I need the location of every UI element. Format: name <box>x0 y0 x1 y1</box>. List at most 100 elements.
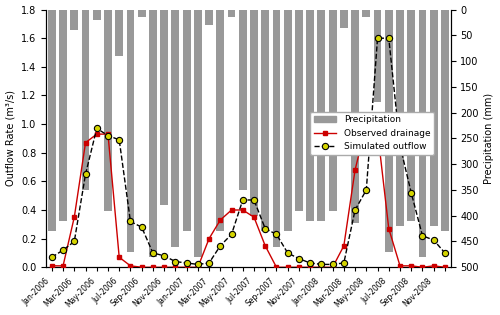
Bar <box>262 9 269 231</box>
Simulated outflow <box>274 232 280 236</box>
Bar <box>340 9 348 28</box>
Y-axis label: Precipitation (mm): Precipitation (mm) <box>484 93 494 184</box>
Bar <box>284 9 292 231</box>
Bar <box>70 9 78 30</box>
Bar <box>418 9 426 257</box>
Simulated outflow <box>307 261 313 265</box>
Simulated outflow <box>184 261 190 265</box>
Simulated outflow <box>161 254 167 258</box>
Simulated outflow <box>364 188 370 192</box>
Bar <box>385 9 392 252</box>
Simulated outflow <box>206 261 212 265</box>
Bar <box>374 9 382 102</box>
Bar <box>328 9 336 210</box>
Simulated outflow <box>195 262 201 266</box>
Line: Simulated outflow: Simulated outflow <box>48 35 448 267</box>
Observed drainage <box>94 132 100 136</box>
Simulated outflow <box>284 251 290 255</box>
Observed drainage <box>138 265 144 269</box>
Simulated outflow <box>138 225 144 229</box>
Bar <box>59 9 67 221</box>
Simulated outflow <box>420 234 426 238</box>
Observed drainage <box>430 264 436 268</box>
Simulated outflow <box>72 240 78 243</box>
Simulated outflow <box>60 248 66 252</box>
Observed drainage <box>218 218 224 222</box>
Bar <box>172 9 179 247</box>
Simulated outflow <box>442 251 448 255</box>
Bar <box>239 9 246 190</box>
Observed drainage <box>274 265 280 269</box>
Simulated outflow <box>228 232 234 236</box>
Simulated outflow <box>240 198 246 202</box>
Y-axis label: Outflow Rate (m³/s): Outflow Rate (m³/s) <box>6 90 16 186</box>
Observed drainage <box>105 132 111 136</box>
Bar <box>216 9 224 231</box>
Observed drainage <box>240 208 246 212</box>
Bar <box>362 9 370 17</box>
Observed drainage <box>116 255 122 259</box>
Bar <box>318 9 326 221</box>
Simulated outflow <box>318 262 324 266</box>
Observed drainage <box>341 244 347 248</box>
Simulated outflow <box>49 255 55 259</box>
Observed drainage <box>262 244 268 248</box>
Observed drainage <box>49 264 55 268</box>
Bar <box>228 9 235 17</box>
Simulated outflow <box>116 138 122 142</box>
Bar <box>149 9 157 257</box>
Simulated outflow <box>430 238 436 242</box>
Observed drainage <box>184 265 190 269</box>
Simulated outflow <box>94 127 100 130</box>
Observed drainage <box>420 265 426 269</box>
Simulated outflow <box>172 260 178 263</box>
Observed drainage <box>195 265 201 269</box>
Observed drainage <box>352 168 358 172</box>
Observed drainage <box>206 237 212 241</box>
Bar <box>126 9 134 252</box>
Observed drainage <box>60 264 66 268</box>
Observed drainage <box>82 141 88 145</box>
Bar <box>138 9 145 17</box>
Simulated outflow <box>251 198 257 202</box>
Observed drainage <box>330 265 336 269</box>
Simulated outflow <box>341 261 347 265</box>
Line: Observed drainage: Observed drainage <box>50 122 448 270</box>
Observed drainage <box>364 122 370 126</box>
Bar <box>205 9 213 25</box>
Simulated outflow <box>408 191 414 195</box>
Bar <box>48 9 56 231</box>
Simulated outflow <box>330 262 336 266</box>
Bar <box>430 9 438 226</box>
Simulated outflow <box>105 134 111 137</box>
Bar <box>104 9 112 210</box>
Bar <box>93 9 100 20</box>
Bar <box>441 9 449 231</box>
Simulated outflow <box>128 220 134 223</box>
Observed drainage <box>251 215 257 219</box>
Simulated outflow <box>374 36 380 40</box>
Bar <box>408 9 415 221</box>
Observed drainage <box>228 208 234 212</box>
Bar <box>351 9 359 223</box>
Bar <box>82 9 90 190</box>
Bar <box>306 9 314 221</box>
Observed drainage <box>284 265 290 269</box>
Observed drainage <box>307 265 313 269</box>
Simulated outflow <box>82 172 88 176</box>
Bar <box>272 9 280 247</box>
Observed drainage <box>72 215 78 219</box>
Observed drainage <box>161 265 167 269</box>
Observed drainage <box>128 264 134 268</box>
Observed drainage <box>296 265 302 269</box>
Observed drainage <box>150 265 156 269</box>
Observed drainage <box>172 265 178 269</box>
Bar <box>250 9 258 216</box>
Simulated outflow <box>386 36 392 40</box>
Simulated outflow <box>150 251 156 255</box>
Observed drainage <box>318 265 324 269</box>
Bar <box>160 9 168 205</box>
Bar <box>182 9 190 231</box>
Simulated outflow <box>218 244 224 248</box>
Observed drainage <box>408 264 414 268</box>
